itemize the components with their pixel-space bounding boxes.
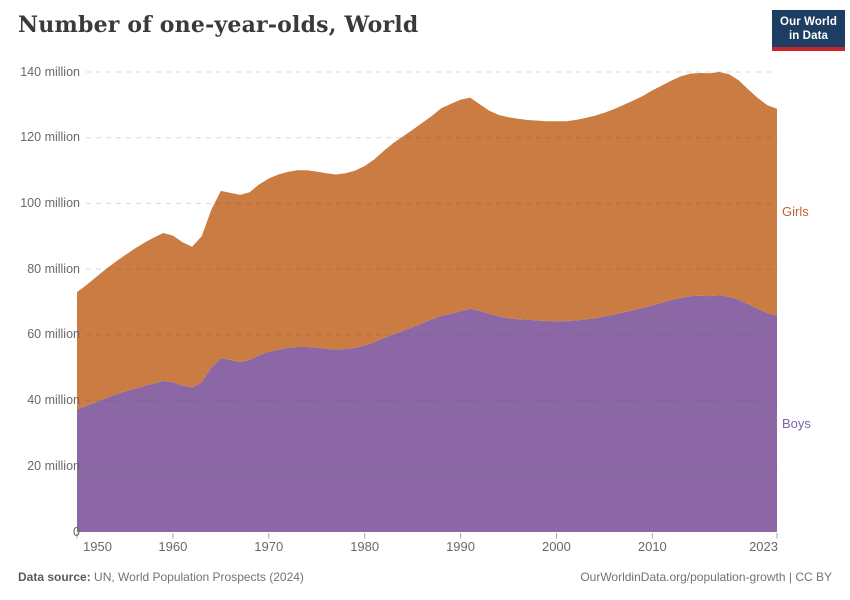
data-source-note: Data source: UN, World Population Prospe… [18,569,304,585]
y-axis-label-0: 0 [73,524,80,539]
owid-logo-text: Our World in Data [780,15,837,43]
data-source-text: UN, World Population Prospects (2024) [90,570,304,584]
area-girls[interactable] [77,72,777,410]
x-axis-label-2010: 2010 [637,539,667,554]
area-boys[interactable] [77,295,777,532]
page-title: Number of one-year-olds, World [18,12,419,38]
x-axis-label-1990: 1990 [446,539,475,554]
y-axis-label-80: 80 million [27,261,80,276]
owid-logo: Our World in Data [772,10,845,51]
x-axis-label-1950: 1950 [83,539,112,554]
series-label-girls[interactable]: Girls [782,204,809,220]
y-axis-label-140: 140 million [20,64,80,79]
owid-logo-line2: in Data [788,29,829,42]
owid-logo-line1: Our World [780,15,837,28]
y-axis-label-100: 100 million [20,195,80,210]
x-axis-label-1960: 1960 [158,539,188,554]
y-axis-label-20: 20 million [27,458,80,473]
y-axis-label-120: 120 million [20,130,80,145]
x-axis-label-2023: 2023 [749,539,778,554]
data-source-prefix: Data source: [18,570,91,584]
attribution-link[interactable]: OurWorldinData.org/population-growth | C… [580,570,832,584]
x-axis-label-2000: 2000 [541,539,571,554]
y-axis-label-40: 40 million [27,393,80,408]
x-axis-label-1980: 1980 [350,539,380,554]
y-axis-label-60: 60 million [27,327,80,342]
x-axis-label-1970: 1970 [254,539,284,554]
series-label-boys[interactable]: Boys [782,415,811,431]
